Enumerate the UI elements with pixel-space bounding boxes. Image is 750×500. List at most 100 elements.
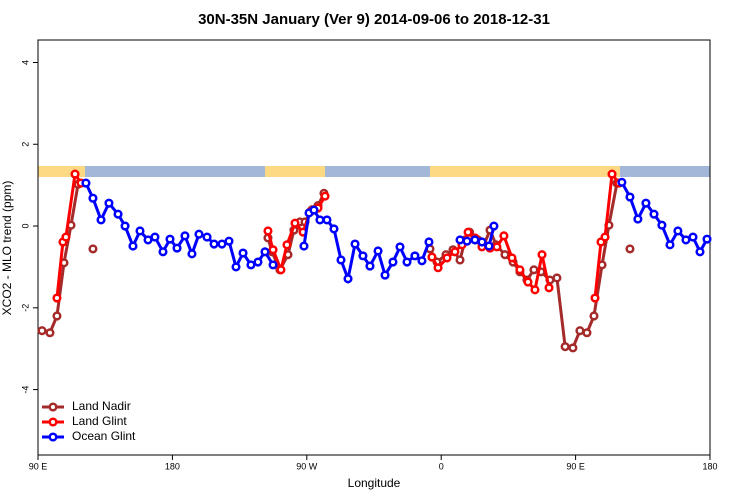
data-point: [484, 241, 494, 251]
data-point: [695, 247, 705, 257]
data-point: [158, 247, 168, 257]
data-point: [625, 244, 635, 254]
data-point: [442, 253, 452, 263]
data-point: [329, 224, 339, 234]
data-point: [180, 231, 190, 241]
data-point: [113, 209, 123, 219]
data-point: [322, 215, 332, 225]
data-point: [120, 221, 130, 231]
data-point: [309, 205, 319, 215]
x-tick-label: 90 W: [296, 461, 318, 471]
data-point: [299, 241, 309, 251]
data-point: [268, 245, 278, 255]
data-point: [165, 234, 175, 244]
x-tick-label: 90 E: [29, 461, 48, 471]
legend-marker: [48, 417, 58, 427]
data-point: [282, 240, 292, 250]
data-point: [246, 260, 256, 270]
data-point: [582, 328, 592, 338]
land-band: [265, 166, 325, 177]
data-point: [552, 273, 562, 283]
y-tick-label: -2: [20, 304, 30, 312]
data-point: [263, 226, 273, 236]
x-tick-label: 0: [439, 461, 444, 471]
data-point: [373, 246, 383, 256]
legend-label: Land Glint: [72, 414, 127, 428]
data-point: [515, 265, 525, 275]
data-point: [607, 169, 617, 179]
data-point: [81, 178, 91, 188]
data-point: [128, 241, 138, 251]
data-point: [417, 256, 427, 266]
data-point: [427, 252, 437, 262]
series-line: [428, 182, 619, 350]
data-point: [673, 226, 683, 236]
y-tick-label: 0: [20, 224, 30, 229]
data-point: [315, 215, 325, 225]
data-point: [61, 232, 71, 242]
data-point: [320, 191, 330, 201]
data-point: [499, 231, 509, 241]
data-point: [463, 227, 473, 237]
land-band: [38, 166, 85, 177]
data-point: [150, 232, 160, 242]
data-point: [358, 251, 368, 261]
data-point: [88, 193, 98, 203]
data-point: [88, 244, 98, 254]
data-point: [507, 253, 517, 263]
data-point: [433, 263, 443, 273]
data-point: [617, 177, 627, 187]
data-point: [52, 293, 62, 303]
data-point: [410, 251, 420, 261]
data-point: [455, 235, 465, 245]
x-axis-label: Longitude: [348, 476, 401, 490]
chart-title: 30N-35N January (Ver 9) 2014-09-06 to 20…: [198, 11, 550, 28]
data-point: [575, 326, 585, 336]
data-point: [268, 260, 278, 270]
land-ocean-band: [38, 166, 710, 177]
data-point: [568, 343, 578, 353]
data-point: [649, 209, 659, 219]
legend-label: Land Nadir: [72, 399, 131, 413]
data-point: [380, 270, 390, 280]
data-point: [590, 293, 600, 303]
data-point: [260, 247, 270, 257]
data-point: [172, 243, 182, 253]
data-point: [276, 265, 286, 275]
data-point: [702, 234, 712, 244]
data-point: [450, 247, 460, 257]
legend-marker: [48, 432, 58, 442]
y-tick-label: -4: [20, 386, 30, 394]
plot-frame: [37, 39, 711, 456]
data-point: [600, 232, 610, 242]
data-point: [657, 220, 667, 230]
data-point: [477, 237, 487, 247]
data-point: [530, 285, 540, 295]
y-tick-label: 4: [20, 60, 30, 65]
data-point: [37, 326, 47, 336]
x-tick-label: 180: [165, 461, 180, 471]
land-band: [430, 166, 620, 177]
data-point: [96, 215, 106, 225]
data-point: [665, 240, 675, 250]
data-point: [224, 236, 234, 246]
data-point: [143, 235, 153, 245]
data-point: [290, 218, 300, 228]
data-point: [529, 265, 539, 275]
data-point: [365, 261, 375, 271]
data-point: [424, 237, 434, 247]
data-point: [455, 255, 465, 265]
data-point: [462, 236, 472, 246]
data-point: [470, 235, 480, 245]
data-point: [589, 311, 599, 321]
data-point: [537, 250, 547, 260]
data-point: [45, 328, 55, 338]
data-point: [104, 198, 114, 208]
data-point: [544, 283, 554, 293]
data-point: [209, 239, 219, 249]
legend-marker: [48, 402, 58, 412]
ocean-band: [38, 166, 710, 177]
data-point: [402, 257, 412, 267]
data-point: [395, 242, 405, 252]
